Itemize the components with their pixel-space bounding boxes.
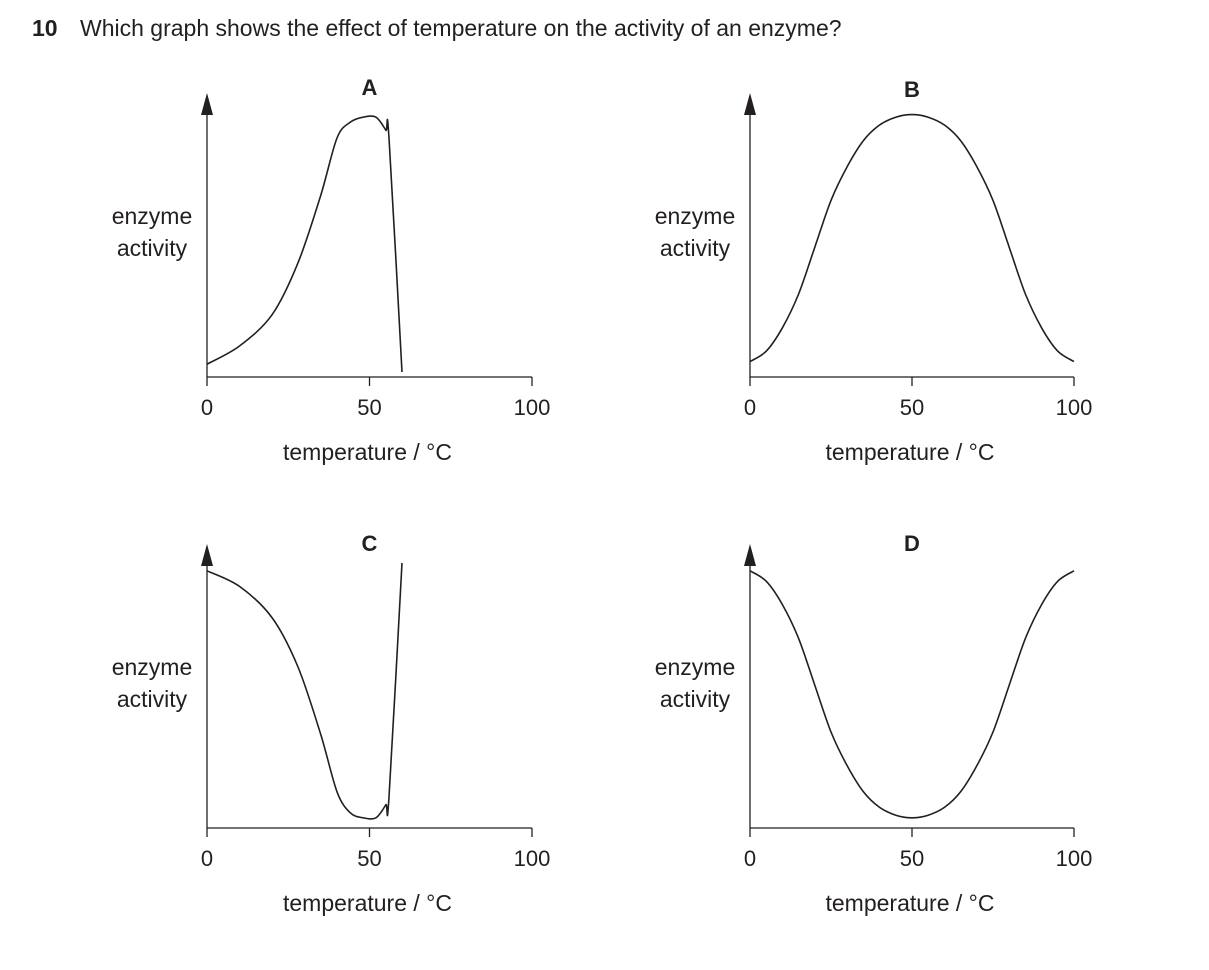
x-tick-label: 50 xyxy=(357,846,381,871)
x-tick-label: 0 xyxy=(201,395,213,420)
y-axis-label: enzyme xyxy=(655,203,736,229)
y-axis-arrow-icon xyxy=(744,93,756,115)
activity-curve xyxy=(749,570,1075,819)
y-axis-label: activity xyxy=(117,235,188,261)
x-tick-label: 50 xyxy=(900,846,924,871)
y-axis-label: enzyme xyxy=(112,203,193,229)
x-axis-label: temperature / °C xyxy=(826,890,995,916)
panel-label: D xyxy=(904,531,920,556)
x-axis-label: temperature / °C xyxy=(283,890,452,916)
x-tick-label: 50 xyxy=(900,395,924,420)
x-tick-label: 100 xyxy=(514,395,551,420)
x-axis-label: temperature / °C xyxy=(283,439,452,465)
x-tick-label: 0 xyxy=(201,846,213,871)
y-axis-arrow-icon xyxy=(201,544,213,566)
activity-curve xyxy=(749,113,1075,363)
panel-label: B xyxy=(904,77,920,102)
activity-curve xyxy=(206,562,403,820)
y-axis-label: enzyme xyxy=(655,654,736,680)
y-axis-arrow-icon xyxy=(201,93,213,115)
x-tick-label: 100 xyxy=(1056,846,1093,871)
activity-curve xyxy=(206,115,403,373)
question-text: Which graph shows the effect of temperat… xyxy=(80,15,842,41)
y-axis-label: activity xyxy=(660,686,731,712)
x-tick-label: 0 xyxy=(744,395,756,420)
y-axis-label: activity xyxy=(117,686,188,712)
x-tick-label: 0 xyxy=(744,846,756,871)
question-number: 10 xyxy=(32,15,58,41)
x-axis-label: temperature / °C xyxy=(826,439,995,465)
y-axis-arrow-icon xyxy=(744,544,756,566)
y-axis-label: enzyme xyxy=(112,654,193,680)
panel-label: A xyxy=(362,75,378,100)
x-tick-label: 100 xyxy=(514,846,551,871)
panel-label: C xyxy=(362,531,378,556)
y-axis-label: activity xyxy=(660,235,731,261)
x-tick-label: 50 xyxy=(357,395,381,420)
question: 10 Which graph shows the effect of temper… xyxy=(32,14,842,42)
x-tick-label: 100 xyxy=(1056,395,1093,420)
